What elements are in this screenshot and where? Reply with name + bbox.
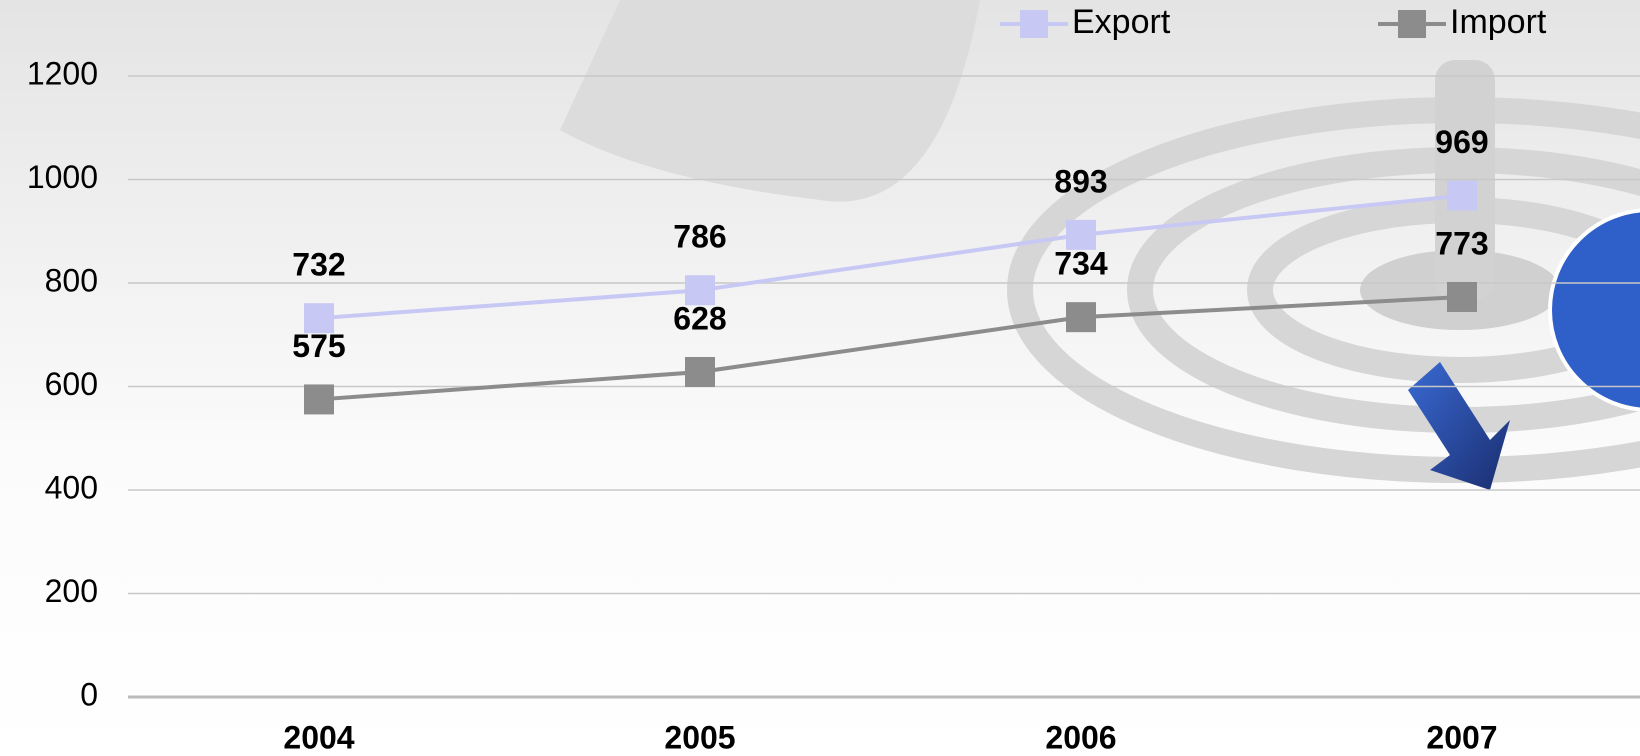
series-line (318, 294, 1463, 402)
y-tick-label: 0 (80, 676, 98, 712)
data-label: 786 (673, 219, 726, 255)
marker (1447, 180, 1477, 211)
legend-marker (1398, 10, 1426, 38)
y-tick-label: 200 (45, 573, 98, 609)
data-label: 773 (1435, 225, 1488, 261)
marker (304, 384, 334, 415)
x-tick-label: 2004 (283, 719, 354, 755)
marker (685, 357, 715, 388)
data-label: 734 (1054, 246, 1108, 282)
data-label: 575 (292, 328, 345, 364)
marker (1447, 281, 1477, 312)
y-tick-label: 1000 (27, 159, 98, 195)
marker (1066, 302, 1096, 333)
data-label: 628 (673, 300, 726, 336)
y-tick-label: 400 (45, 469, 98, 505)
badge (1548, 208, 1640, 412)
legend-label: Import (1450, 3, 1547, 41)
marker (304, 303, 334, 334)
y-tick-label: 600 (45, 366, 98, 402)
series-line (318, 193, 1463, 321)
y-tick-label: 1200 (27, 55, 98, 91)
legend-label: Export (1072, 3, 1171, 41)
x-tick-label: 2006 (1045, 719, 1116, 755)
legend: Export Import (1000, 3, 1547, 41)
x-tick-label: 2005 (664, 719, 735, 755)
data-label: 732 (292, 247, 345, 283)
y-tick-label: 800 (45, 262, 98, 298)
arrow-icon (1408, 362, 1510, 490)
data-label: 893 (1054, 163, 1107, 199)
x-tick-label: 2007 (1426, 719, 1497, 755)
marker (1066, 219, 1096, 250)
data-label: 969 (1435, 124, 1488, 160)
legend-marker (1020, 10, 1048, 38)
marker (685, 275, 715, 306)
